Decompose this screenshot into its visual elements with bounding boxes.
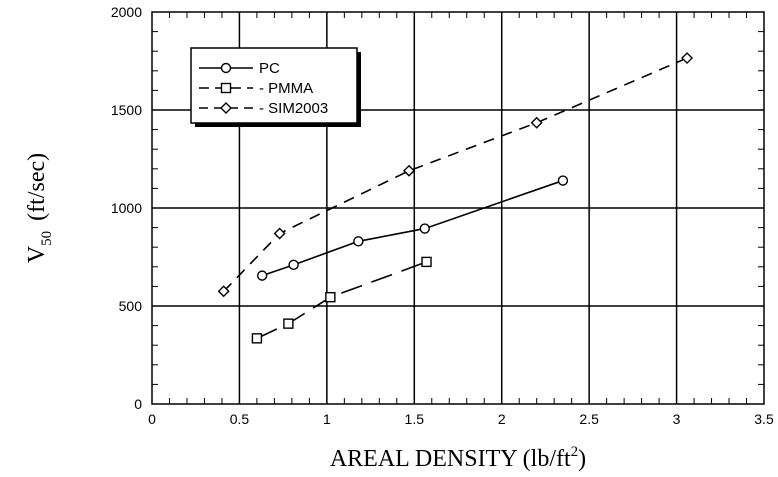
y-tick-label: 0 xyxy=(134,396,142,412)
x-axis-title-superscript: 2 xyxy=(571,444,579,460)
legend-label: - PMMA xyxy=(259,80,313,97)
y-tick-label: 1000 xyxy=(111,200,142,216)
x-tick-label: 0 xyxy=(148,411,156,427)
legend-label: - SIM2003 xyxy=(259,100,328,117)
data-point-square xyxy=(283,318,294,329)
data-point-diamond xyxy=(273,227,286,240)
data-point-diamond xyxy=(681,52,694,65)
data-point-diamond xyxy=(403,164,416,177)
legend-box xyxy=(190,47,358,124)
x-tick-label: 2.5 xyxy=(579,411,599,427)
x-tick-label: 2 xyxy=(498,411,506,427)
series-lines xyxy=(217,52,694,344)
data-point-diamond xyxy=(220,102,232,114)
x-tick-label: 3 xyxy=(673,411,681,427)
y-axis-title-subscript: 50 xyxy=(39,231,55,246)
data-point-square xyxy=(251,333,263,344)
x-tick-label: 3.5 xyxy=(754,411,774,427)
x-axis-title-end: ) xyxy=(578,446,586,472)
series-line xyxy=(261,179,564,277)
data-point-square xyxy=(325,291,336,303)
legend-item: - SIM2003 xyxy=(199,100,328,117)
y-axis-title-unit: (ft/sec) xyxy=(24,153,50,221)
data-point-circle xyxy=(557,175,569,186)
y-tick-label: 1500 xyxy=(111,102,142,118)
legend-label: PC xyxy=(259,60,280,77)
series-sim2003 xyxy=(217,52,694,298)
data-point-circle xyxy=(220,62,232,74)
x-axis-title: AREAL DENSITY (lb/ft2) xyxy=(330,444,586,472)
y-tick-label: 2000 xyxy=(111,4,142,20)
data-point-circle xyxy=(353,236,364,247)
x-tick-label: 1 xyxy=(323,411,331,427)
legend-item: - PMMA xyxy=(199,80,313,97)
series-pmma xyxy=(251,256,432,344)
data-point-diamond xyxy=(530,116,543,129)
data-point-square xyxy=(421,256,432,268)
y-axis-title: V50(ft/sec) xyxy=(24,153,55,263)
y-tick-label: 500 xyxy=(119,298,143,314)
x-tick-label: 1.5 xyxy=(405,411,425,427)
data-point-circle xyxy=(419,223,430,234)
series-line xyxy=(256,261,427,340)
legend: PC - PMMA - SIM2003 xyxy=(190,47,361,127)
series-pc xyxy=(256,175,569,281)
data-point-circle xyxy=(256,270,268,281)
ticks: 0 0.5 1 1.5 2 2.5 3 3.5 0 500 1000 1500 2000 xyxy=(111,4,774,427)
data-point-diamond xyxy=(217,285,230,298)
legend-item: PC xyxy=(199,60,280,77)
data-point-square xyxy=(220,82,232,94)
plot-frame xyxy=(151,11,765,405)
x-tick-label: 0.5 xyxy=(230,411,250,427)
data-point-circle xyxy=(288,259,299,271)
